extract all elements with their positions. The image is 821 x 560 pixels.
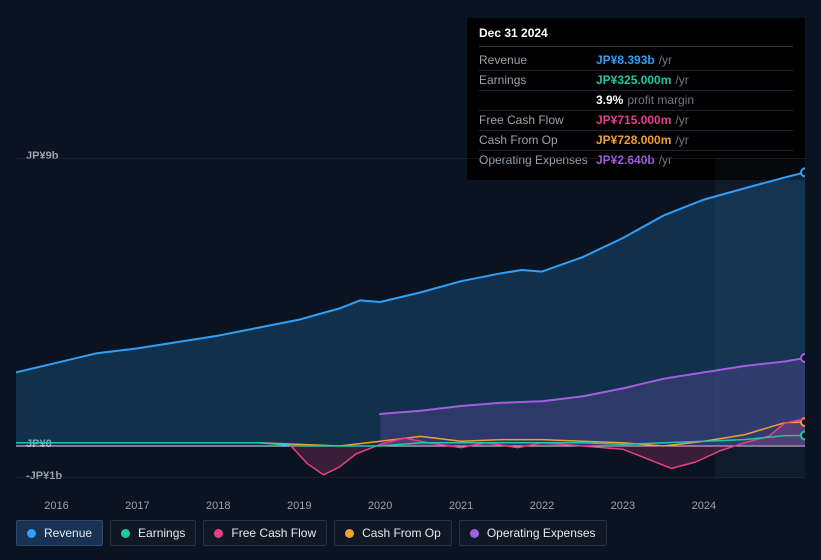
legend-item[interactable]: Earnings [110, 520, 196, 546]
legend-item[interactable]: Cash From Op [334, 520, 452, 546]
x-axis-tick-label: 2018 [206, 500, 230, 512]
legend-dot-icon [27, 529, 36, 538]
tooltip-row-label: Cash From Op [479, 133, 596, 147]
x-axis-tick-label: 2024 [692, 500, 716, 512]
legend-label: Revenue [44, 526, 92, 540]
tooltip-row: RevenueJP¥8.393b /yr [479, 51, 793, 71]
x-axis-tick-label: 2021 [449, 500, 473, 512]
tooltip-row-unit: /yr [675, 113, 688, 127]
chart-plot-area [16, 158, 805, 478]
legend-dot-icon [345, 529, 354, 538]
x-axis-tick-label: 2022 [530, 500, 554, 512]
tooltip-row-value: JP¥325.000m [596, 73, 671, 87]
legend-dot-icon [121, 529, 130, 538]
x-axis-tick-label: 2020 [368, 500, 392, 512]
legend-dot-icon [214, 529, 223, 538]
tooltip-row: Cash From OpJP¥728.000m /yr [479, 131, 793, 151]
x-axis-tick-label: 2019 [287, 500, 311, 512]
legend-dot-icon [470, 529, 479, 538]
legend-label: Earnings [138, 526, 185, 540]
x-axis-tick-label: 2023 [611, 500, 635, 512]
tooltip-row: Free Cash FlowJP¥715.000m /yr [479, 111, 793, 131]
tooltip-row-label: Revenue [479, 53, 596, 67]
tooltip-date: Dec 31 2024 [479, 26, 793, 47]
data-tooltip: Dec 31 2024 RevenueJP¥8.393b /yrEarnings… [467, 18, 805, 180]
tooltip-row-label: Earnings [479, 73, 596, 87]
x-axis-tick-label: 2017 [125, 500, 149, 512]
tooltip-row-value: JP¥715.000m [596, 113, 671, 127]
tooltip-rows: RevenueJP¥8.393b /yrEarningsJP¥325.000m … [479, 51, 793, 170]
tooltip-row-sub: profit margin [627, 93, 694, 107]
tooltip-row: EarningsJP¥325.000m /yr [479, 71, 793, 91]
tooltip-row-value: 3.9% [596, 93, 623, 107]
tooltip-row-unit: /yr [675, 133, 688, 147]
tooltip-row-value: JP¥728.000m [596, 133, 671, 147]
tooltip-row: 3.9% profit margin [479, 91, 793, 111]
x-axis-labels: 2016 2017 2018 2019 2020 2021 2022 2023 2024 [16, 500, 805, 520]
tooltip-row-unit: /yr [675, 73, 688, 87]
legend-label: Free Cash Flow [231, 526, 316, 540]
tooltip-row-unit: /yr [659, 53, 672, 67]
tooltip-row-label: Free Cash Flow [479, 113, 596, 127]
financials-chart[interactable]: JP¥9bJP¥0-JP¥1b 201620172018201920202021… [16, 158, 805, 498]
tooltip-row-value: JP¥8.393b [596, 53, 655, 67]
chart-legend: Revenue Earnings Free Cash Flow Cash From O… [16, 520, 607, 546]
legend-item[interactable]: Operating Expenses [459, 520, 607, 546]
legend-label: Cash From Op [362, 526, 441, 540]
legend-label: Operating Expenses [487, 526, 596, 540]
legend-item[interactable]: Revenue [16, 520, 103, 546]
x-axis-tick-label: 2016 [44, 500, 68, 512]
legend-item[interactable]: Free Cash Flow [203, 520, 327, 546]
